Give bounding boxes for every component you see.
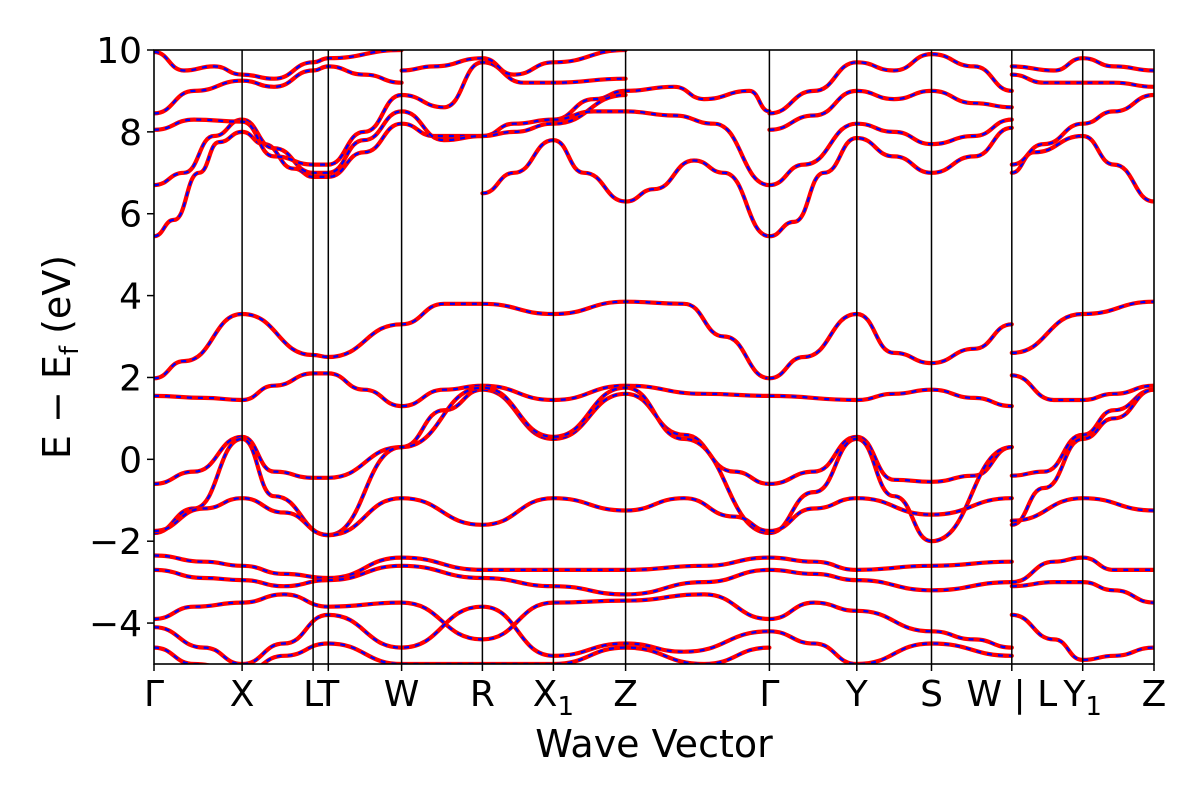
band-line-dashed-11 — [769, 52, 1012, 115]
band-line-35 — [154, 641, 772, 664]
band-line-dashed-24 — [769, 435, 1012, 485]
y-tick-label-5: 6 — [119, 195, 142, 236]
band-line-dashed-8 — [769, 126, 1012, 238]
x-axis-title: Wave Vector — [535, 722, 773, 766]
x-tick-label-2: L — [303, 674, 323, 715]
band-line-29 — [767, 496, 1014, 534]
y-axis-title-sub: f — [55, 345, 85, 355]
band-line-23 — [154, 385, 772, 538]
x-tick-label-1: X — [230, 674, 255, 715]
y-axis-title-tail: (eV) — [35, 255, 79, 346]
band-line-dashed-2 — [154, 61, 626, 166]
band-line-dashed-37 — [769, 568, 1012, 592]
band-line-dashed-38 — [769, 601, 1012, 649]
y-axis-ticks: −4 −2 0 2 4 6 8 10 — [89, 31, 154, 645]
band-line-dashed-34 — [154, 605, 770, 664]
band-line-39 — [767, 629, 1014, 664]
x-tick-label-12: Y1 — [1062, 674, 1102, 722]
band-line-dashed-31 — [154, 554, 770, 580]
band-line-2 — [154, 60, 628, 167]
band-line-dashed-35 — [154, 642, 770, 664]
band-line-dashed-17 — [769, 312, 1012, 380]
x-tick-label-3: T — [316, 674, 340, 715]
y-axis-title-main: E − E — [35, 355, 79, 459]
band-line-dashed-33 — [154, 593, 770, 641]
band-line-dashed-29 — [769, 497, 1012, 533]
band-line-dashed-25 — [769, 437, 1012, 543]
band-line-28 — [154, 496, 772, 538]
band-line-dashed-18 — [1011, 300, 1154, 354]
y-tick-label-0: −4 — [89, 604, 142, 645]
band-line-dashed-32 — [154, 564, 770, 596]
band-line-20 — [767, 387, 1014, 409]
x-tick-label-4: W — [384, 674, 420, 715]
y-tick-label-2: 0 — [119, 440, 142, 481]
band-line-dashed-30 — [1011, 497, 1154, 522]
plot-frame — [153, 49, 1155, 665]
y-tick-label-4: 4 — [119, 277, 142, 318]
band-line-17 — [767, 311, 1014, 381]
band-line-16 — [154, 299, 772, 381]
band-line-dashed-28 — [154, 497, 770, 537]
band-line-dashed-10 — [769, 89, 1012, 131]
band-line-dashed-3 — [154, 65, 402, 115]
band-line-0 — [154, 84, 772, 239]
band-line-25 — [767, 436, 1014, 544]
band-line-3 — [154, 64, 404, 116]
y-tick-label-3: 2 — [119, 358, 142, 399]
band-line-36 — [767, 555, 1014, 572]
x-tick-label-8: Γ — [759, 674, 779, 715]
band-lines — [154, 50, 1154, 664]
band-line-dashed-39 — [769, 630, 1012, 664]
x-tick-label-7: Z — [613, 674, 638, 715]
x-axis-ticks: Γ X LT W R X1 Z Γ Y S W | L Y1 Z — [144, 664, 1166, 722]
x-tick-label-6: X1 — [533, 674, 574, 722]
y-tick-label-7: 10 — [96, 31, 142, 72]
x-tick-label-10: S — [920, 674, 943, 715]
band-line-10 — [767, 88, 1014, 132]
band-line-1 — [154, 92, 628, 188]
y-axis-title: E − Ef (eV) — [35, 255, 85, 459]
band-line-dashed-23 — [154, 386, 770, 537]
band-line-7 — [551, 109, 772, 188]
x-tick-label-5: R — [470, 674, 495, 715]
band-line-dashed-5 — [401, 50, 626, 76]
x-tick-label-11: W | L — [966, 674, 1057, 715]
band-line-dashed-22 — [154, 388, 770, 485]
band-line-dashed-14 — [1011, 73, 1154, 88]
x-tick-label-9: Y — [845, 674, 869, 715]
x-tick-label-0: Γ — [144, 674, 164, 715]
band-line-24 — [767, 434, 1014, 486]
band-line-dashed-13 — [1011, 93, 1154, 166]
band-line-dashed-27 — [1011, 388, 1154, 526]
band-line-dashed-6 — [482, 138, 770, 238]
band-line-9 — [767, 117, 1014, 188]
y-tick-label-6: 8 — [119, 113, 142, 154]
band-line-33 — [154, 592, 772, 642]
band-line-5 — [399, 50, 628, 77]
band-line-dashed-0 — [154, 85, 770, 238]
high-symmetry-lines — [241, 50, 1084, 664]
band-line-dashed-9 — [769, 118, 1012, 187]
x-tick-label-13: Z — [1142, 674, 1167, 715]
band-line-8 — [767, 125, 1014, 239]
y-tick-label-1: −2 — [89, 522, 142, 563]
